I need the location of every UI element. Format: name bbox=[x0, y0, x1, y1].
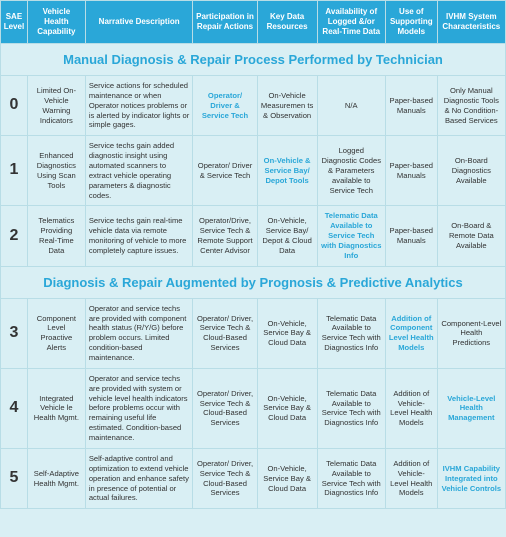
cell-level: 2 bbox=[1, 206, 28, 266]
cell-supporting: Paper-based Manuals bbox=[385, 136, 437, 206]
cell-supporting: Paper-based Manuals bbox=[385, 206, 437, 266]
cell-participation: Operator/ Driver, Service Tech & Cloud-B… bbox=[193, 298, 257, 368]
cell-keydata: On-Vehicle, Service Bay & Cloud Data bbox=[257, 368, 317, 448]
col-header-characteristics: IVHM System Characteristics bbox=[437, 1, 505, 44]
cell-supporting: Addition of Component Level Health Model… bbox=[385, 298, 437, 368]
cell-capability: Enhanced Diagnostics Using Scan Tools bbox=[27, 136, 85, 206]
cell-availability: N/A bbox=[317, 76, 385, 136]
col-header-supporting: Use of Supporting Models bbox=[385, 1, 437, 44]
cell-characteristics: Component-Level Health Predictions bbox=[437, 298, 505, 368]
cell-level: 0 bbox=[1, 76, 28, 136]
cell-supporting: Addition of Vehicle-Level Health Models bbox=[385, 448, 437, 508]
table-row: 4Integrated Vehicle le Health Mgmt.Opera… bbox=[1, 368, 506, 448]
cell-availability-text: Telematic Data Available to Service Tech… bbox=[321, 211, 381, 259]
cell-narrative: Operator and service techs are provided … bbox=[85, 368, 193, 448]
ivhm-levels-table: SAE Level Vehicle Health Capability Narr… bbox=[0, 0, 506, 509]
col-header-keydata: Key Data Resources bbox=[257, 1, 317, 44]
section-title-manual: Manual Diagnosis & Repair Process Perfor… bbox=[1, 44, 506, 76]
cell-characteristics: Only Manual Diagnostic Tools & No Condit… bbox=[437, 76, 505, 136]
cell-supporting: Addition of Vehicle-Level Health Models bbox=[385, 368, 437, 448]
cell-keydata: On-Vehicle, Service Bay/ Depot & Cloud D… bbox=[257, 206, 317, 266]
section-title-prognosis: Diagnosis & Repair Augmented by Prognosi… bbox=[1, 266, 506, 298]
cell-availability: Telematic Data Available to Service Tech… bbox=[317, 368, 385, 448]
cell-capability: Self-Adaptive Health Mgmt. bbox=[27, 448, 85, 508]
cell-keydata: On-Vehicle Measuremen ts & Observation bbox=[257, 76, 317, 136]
cell-characteristics: IVHM Capability Integrated into Vehicle … bbox=[437, 448, 505, 508]
table-row: 2Telematics Providing Real-Time DataServ… bbox=[1, 206, 506, 266]
cell-characteristics-text: IVHM Capability Integrated into Vehicle … bbox=[442, 464, 502, 493]
cell-supporting: Paper-based Manuals bbox=[385, 76, 437, 136]
cell-keydata: On-Vehicle & Service Bay/ Depot Tools bbox=[257, 136, 317, 206]
cell-participation-text: Operator/ Driver & Service Tech bbox=[202, 91, 248, 120]
cell-participation: Operator/ Driver & Service Tech bbox=[193, 76, 257, 136]
cell-narrative: Operator and service techs are provided … bbox=[85, 298, 193, 368]
table-row: 3Component Level Proactive AlertsOperato… bbox=[1, 298, 506, 368]
cell-participation: Operator/ Driver, Service Tech & Cloud-B… bbox=[193, 368, 257, 448]
cell-narrative: Service actions for scheduled maintenanc… bbox=[85, 76, 193, 136]
cell-narrative: Service techs gain added diagnostic insi… bbox=[85, 136, 193, 206]
cell-capability: Component Level Proactive Alerts bbox=[27, 298, 85, 368]
col-header-level: SAE Level bbox=[1, 1, 28, 44]
table-header-row: SAE Level Vehicle Health Capability Narr… bbox=[1, 1, 506, 44]
cell-level: 4 bbox=[1, 368, 28, 448]
cell-narrative: Self-adaptive control and optimization t… bbox=[85, 448, 193, 508]
cell-keydata: On-Vehicle, Service Bay & Cloud Data bbox=[257, 298, 317, 368]
cell-availability: Telematic Data Available to Service Tech… bbox=[317, 448, 385, 508]
section-row-manual: Manual Diagnosis & Repair Process Perfor… bbox=[1, 44, 506, 76]
cell-capability: Telematics Providing Real-Time Data bbox=[27, 206, 85, 266]
cell-availability: Telematic Data Available to Service Tech… bbox=[317, 298, 385, 368]
cell-narrative: Service techs gain real-time vehicle dat… bbox=[85, 206, 193, 266]
cell-availability: Logged Diagnostic Codes & Parameters ava… bbox=[317, 136, 385, 206]
table-body: Manual Diagnosis & Repair Process Perfor… bbox=[1, 44, 506, 509]
cell-availability: Telematic Data Available to Service Tech… bbox=[317, 206, 385, 266]
section-row-prognosis: Diagnosis & Repair Augmented by Prognosi… bbox=[1, 266, 506, 298]
table-row: 0Limited On-Vehicle Warning IndicatorsSe… bbox=[1, 76, 506, 136]
table-row: 1Enhanced Diagnostics Using Scan ToolsSe… bbox=[1, 136, 506, 206]
cell-characteristics-text: Vehicle-Level Health Management bbox=[447, 394, 495, 423]
cell-keydata-text: On-Vehicle & Service Bay/ Depot Tools bbox=[264, 156, 311, 185]
table-row: 5Self-Adaptive Health Mgmt.Self-adaptive… bbox=[1, 448, 506, 508]
cell-capability: Integrated Vehicle le Health Mgmt. bbox=[27, 368, 85, 448]
cell-level: 1 bbox=[1, 136, 28, 206]
cell-participation: Operator/Drive, Service Tech & Remote Su… bbox=[193, 206, 257, 266]
cell-participation: Operator/ Driver & Service Tech bbox=[193, 136, 257, 206]
cell-characteristics: On-Board Diagnostics Available bbox=[437, 136, 505, 206]
cell-level: 5 bbox=[1, 448, 28, 508]
col-header-participation: Participation in Repair Actions bbox=[193, 1, 257, 44]
cell-participation: Operator/ Driver, Service Tech & Cloud-B… bbox=[193, 448, 257, 508]
col-header-availability: Availability of Logged &/or Real-Time Da… bbox=[317, 1, 385, 44]
cell-characteristics: Vehicle-Level Health Management bbox=[437, 368, 505, 448]
col-header-narrative: Narrative Description bbox=[85, 1, 193, 44]
cell-keydata: On-Vehicle, Service Bay & Cloud Data bbox=[257, 448, 317, 508]
col-header-capability: Vehicle Health Capability bbox=[27, 1, 85, 44]
cell-level: 3 bbox=[1, 298, 28, 368]
cell-capability: Limited On-Vehicle Warning Indicators bbox=[27, 76, 85, 136]
cell-characteristics: On-Board & Remote Data Available bbox=[437, 206, 505, 266]
cell-supporting-text: Addition of Component Level Health Model… bbox=[389, 314, 434, 353]
